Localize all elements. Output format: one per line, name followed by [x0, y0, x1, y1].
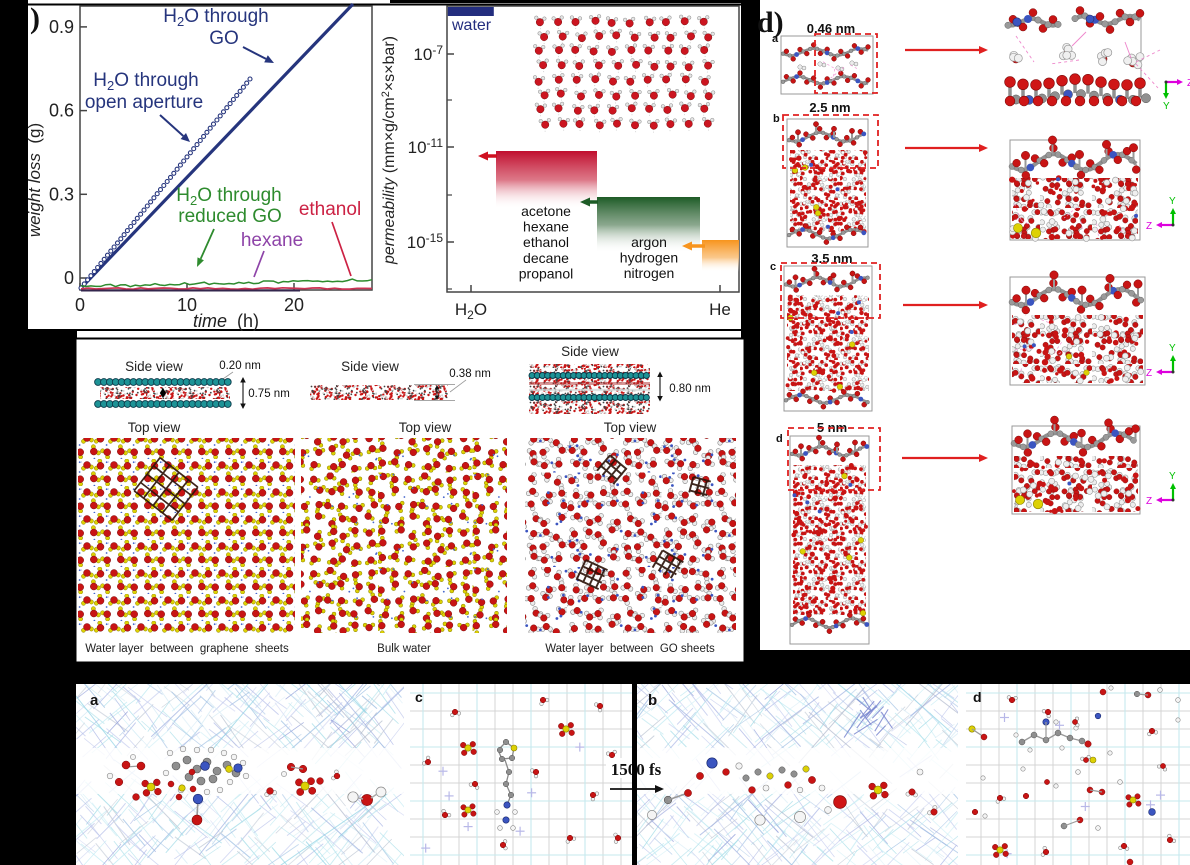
svg-text:0.20 nm: 0.20 nm: [219, 360, 261, 372]
svg-text:Y: Y: [1169, 343, 1176, 354]
svg-text:Z: Z: [1146, 368, 1152, 379]
svg-text:weight loss (g): weight loss (g): [25, 123, 44, 237]
svg-text:Y: Y: [1163, 101, 1170, 112]
svg-text:0: 0: [75, 295, 85, 315]
svg-text:ethanol: ethanol: [299, 199, 361, 220]
svg-text:): ): [30, 2, 40, 35]
svg-text:acetone: acetone: [521, 203, 571, 219]
svg-text:0.9: 0.9: [49, 17, 74, 37]
svg-text:Side view: Side view: [561, 344, 619, 359]
svg-text:GO: GO: [209, 28, 239, 49]
svg-text:Y: Y: [1169, 196, 1176, 207]
svg-text:open aperture: open aperture: [85, 92, 203, 113]
svg-text:Top view: Top view: [399, 420, 452, 435]
svg-text:nitrogen: nitrogen: [624, 265, 675, 281]
svg-text:a: a: [90, 692, 99, 709]
svg-text:propanol: propanol: [519, 265, 574, 281]
svg-text:0.46 nm: 0.46 nm: [807, 21, 855, 36]
svg-text:Z: Z: [1146, 221, 1152, 232]
svg-text:d: d: [776, 433, 783, 445]
svg-text:He: He: [709, 300, 731, 319]
svg-text:Top view: Top view: [604, 420, 657, 435]
svg-text:hexane: hexane: [241, 230, 303, 251]
svg-text:argon: argon: [631, 234, 667, 250]
svg-text:Water layer between graphene: Water layer between graphene sheets: [85, 643, 289, 655]
svg-text:Bulk water: Bulk water: [377, 643, 431, 655]
svg-text:0: 0: [64, 268, 74, 288]
svg-text:0.6: 0.6: [49, 101, 74, 121]
svg-text:Z: Z: [1146, 496, 1152, 507]
svg-text:0.38 nm: 0.38 nm: [449, 368, 491, 380]
svg-text:decane: decane: [523, 250, 569, 266]
svg-text:water: water: [451, 17, 492, 34]
svg-text:Y: Y: [1169, 471, 1176, 482]
svg-text:ethanol: ethanol: [523, 234, 569, 250]
svg-text:b: b: [648, 692, 657, 709]
svg-text:Top view: Top view: [128, 420, 181, 435]
svg-text:Water layer between GO sheet: Water layer between GO sheets: [545, 643, 715, 655]
svg-text:Side view: Side view: [341, 359, 399, 374]
svg-text:H2O: H2O: [455, 300, 487, 322]
svg-text:c: c: [415, 689, 423, 705]
svg-text:permeability (mm×g/cm2×s×bar): permeability (mm×g/cm2×s×bar): [380, 36, 398, 265]
svg-text:10: 10: [177, 295, 197, 315]
svg-text:20: 20: [284, 295, 304, 315]
svg-text:0.75 nm: 0.75 nm: [248, 388, 290, 400]
svg-text:hexane: hexane: [523, 219, 569, 235]
svg-text:time (h): time (h): [193, 311, 259, 331]
svg-text:0.80 nm: 0.80 nm: [669, 383, 711, 395]
svg-text:0.3: 0.3: [49, 184, 74, 204]
svg-text:hydrogen: hydrogen: [620, 250, 678, 266]
svg-text:a: a: [772, 33, 779, 45]
svg-text:d: d: [973, 689, 982, 705]
svg-text:Z: Z: [1187, 78, 1190, 89]
svg-text:d): d): [757, 6, 784, 39]
svg-text:H2O through: H2O through: [163, 6, 268, 29]
svg-text:c: c: [770, 261, 776, 273]
svg-text:Side view: Side view: [125, 359, 183, 374]
svg-text:H2O through: H2O through: [93, 70, 198, 93]
svg-text:H2O through: H2O through: [176, 185, 281, 208]
svg-text:2.5 nm: 2.5 nm: [809, 100, 850, 115]
svg-text:b: b: [773, 113, 780, 125]
svg-text:reduced GO: reduced GO: [178, 206, 282, 227]
